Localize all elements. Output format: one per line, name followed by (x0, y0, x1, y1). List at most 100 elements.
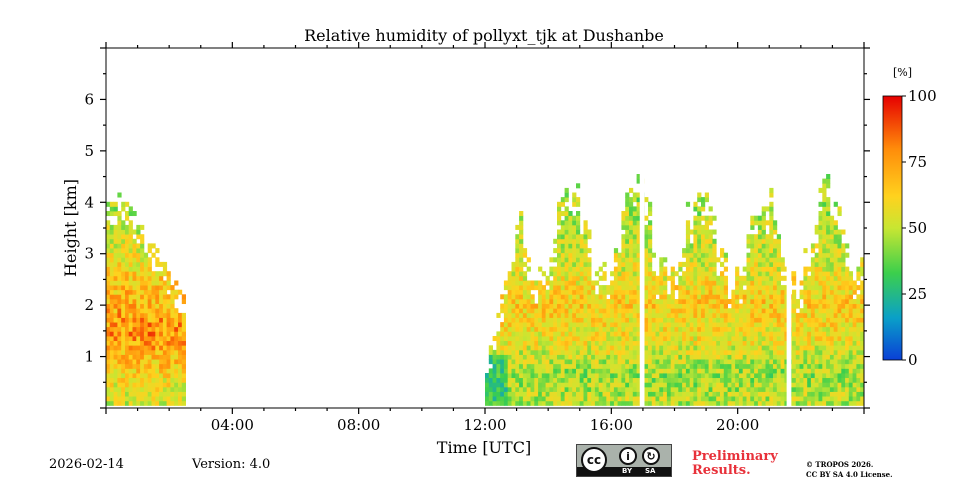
heatmap-cell (587, 229, 592, 235)
heatmap-cell (109, 391, 114, 397)
heatmap-cell (151, 252, 156, 258)
heatmap-cell (720, 400, 725, 406)
heatmap-cell (166, 285, 171, 291)
heatmap-cell (530, 340, 535, 346)
heatmap-cell (549, 303, 554, 309)
heatmap-cell (818, 396, 823, 402)
heatmap-cell (140, 331, 145, 337)
heatmap-cell (738, 373, 744, 379)
heatmap-cell (746, 322, 751, 328)
heatmap-cell (848, 359, 853, 365)
heatmap-cell (109, 349, 114, 355)
heatmap-cell (541, 289, 546, 295)
heatmap-cell (503, 400, 509, 406)
heatmap-cell (140, 266, 145, 272)
heatmap-cell (648, 345, 653, 351)
heatmap-cell (773, 303, 778, 309)
heatmap-cell (727, 363, 732, 369)
heatmap-cell (829, 396, 835, 402)
heatmap-cell (121, 396, 126, 402)
heatmap-cell (780, 391, 785, 397)
heatmap-cell (689, 317, 694, 323)
heatmap-cell (666, 303, 672, 309)
heatmap-cell (678, 326, 683, 332)
heatmap-cell (697, 285, 702, 291)
heatmap-cell (682, 331, 687, 337)
heatmap-cell (780, 275, 785, 281)
heatmap-cell (636, 345, 641, 351)
heatmap-cell (591, 386, 596, 392)
heatmap-cell (125, 224, 130, 230)
heatmap-cell (587, 248, 592, 254)
heatmap-cell (553, 359, 558, 365)
heatmap-cell (572, 192, 577, 198)
heatmap-cell (837, 299, 842, 305)
heatmap-cell (140, 326, 145, 332)
heatmap-cell (587, 354, 592, 360)
heatmap-cell (598, 359, 603, 365)
heatmap-cell (651, 285, 656, 291)
heatmap-cell (117, 289, 122, 295)
heatmap-cell (757, 289, 763, 295)
heatmap-cell (136, 266, 141, 272)
heatmap-cell (776, 257, 781, 263)
heatmap-cell (522, 400, 528, 406)
heatmap-cell (488, 368, 493, 374)
heatmap-cell (648, 331, 653, 337)
heatmap-cell (636, 261, 641, 267)
heatmap-cell (128, 261, 133, 267)
heatmap-cell (515, 354, 520, 360)
heatmap-cell (572, 363, 577, 369)
heatmap-cell (727, 373, 732, 379)
heatmap-cell (708, 252, 713, 258)
heatmap-cell (121, 386, 126, 392)
heatmap-cell (757, 377, 763, 383)
heatmap-cell (621, 257, 626, 263)
heatmap-cell (716, 326, 721, 332)
heatmap-cell (644, 322, 649, 328)
heatmap-cell (776, 400, 781, 406)
heatmap-cell (606, 396, 611, 402)
heatmap-cell (606, 386, 611, 392)
heatmap-cell (765, 386, 770, 392)
heatmap-cell (769, 192, 774, 198)
heatmap-cell (606, 336, 611, 342)
heatmap-cell (833, 396, 838, 402)
heatmap-cell (636, 322, 641, 328)
heatmap-cell (629, 400, 634, 406)
heatmap-cell (572, 197, 577, 203)
heatmap-cell (617, 331, 622, 337)
heatmap-cell (636, 289, 641, 295)
heatmap-cell (564, 354, 569, 360)
heatmap-cell (720, 336, 725, 342)
heatmap-cell (500, 363, 505, 369)
heatmap-cell (572, 354, 577, 360)
heatmap-cell (757, 345, 763, 351)
heatmap-cell (147, 243, 152, 249)
heatmap-cell (701, 368, 706, 374)
heatmap-cell (818, 257, 823, 263)
heatmap-cell (560, 317, 565, 323)
heatmap-cell (769, 373, 774, 379)
heatmap-cell (663, 308, 668, 314)
heatmap-cell (553, 391, 558, 397)
heatmap-cell (629, 373, 634, 379)
heatmap-cell (792, 326, 797, 332)
heatmap-cell (485, 377, 490, 383)
heatmap-cell (697, 266, 702, 272)
heatmap-cell (496, 359, 501, 365)
heatmap-cell (822, 363, 827, 369)
heatmap-cell (557, 252, 562, 258)
heatmap-cell (174, 280, 179, 286)
heatmap-cell (742, 294, 747, 300)
heatmap-cell (636, 211, 641, 217)
heatmap-cell (826, 322, 831, 328)
heatmap-cell (557, 234, 562, 240)
heatmap-cell (818, 243, 823, 249)
heatmap-cell (572, 326, 577, 332)
heatmap-cell (841, 400, 846, 406)
heatmap-cell (666, 299, 672, 305)
heatmap-cell (117, 257, 122, 263)
heatmap-cell (697, 197, 702, 203)
heatmap-cell (829, 229, 835, 235)
